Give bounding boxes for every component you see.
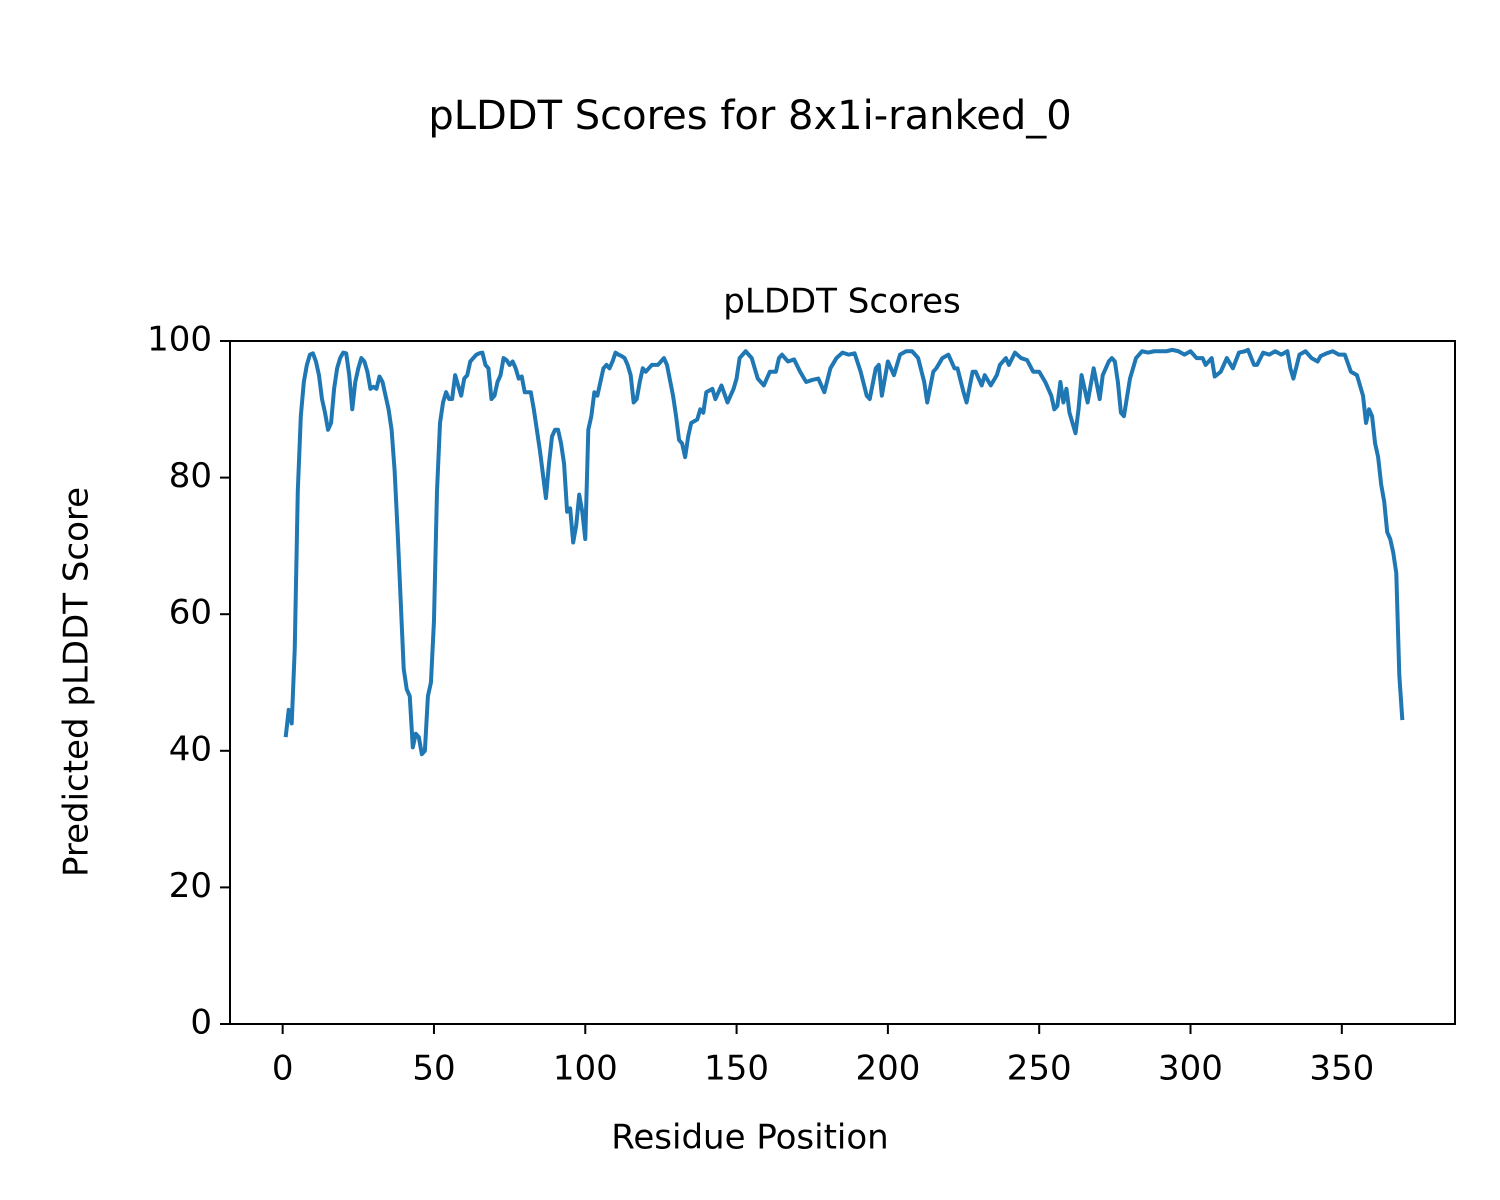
y-tick-label: 60 bbox=[169, 593, 212, 633]
line bbox=[283, 347, 1405, 757]
chart-title: pLDDT Scores for 8x1i-ranked_0 bbox=[428, 93, 1071, 139]
x-tick-label: 200 bbox=[855, 1049, 920, 1089]
y-tick-label: 100 bbox=[147, 320, 212, 360]
x-tick-label: 300 bbox=[1158, 1049, 1223, 1089]
y-axis-label: Predicted pLDDT Score bbox=[57, 487, 97, 877]
plot-frame bbox=[229, 340, 1456, 1025]
y-tick-label: 0 bbox=[190, 1003, 212, 1043]
x-tick-label: 350 bbox=[1309, 1049, 1374, 1089]
x-tick-label: 150 bbox=[704, 1049, 769, 1089]
x-tick-label: 250 bbox=[1007, 1049, 1072, 1089]
chart-subtitle: pLDDT Scores bbox=[723, 282, 960, 322]
x-axis-label: Residue Position bbox=[611, 1118, 888, 1158]
y-tick-label: 80 bbox=[169, 456, 212, 496]
x-tick-label: 100 bbox=[553, 1049, 618, 1089]
x-tick-label: 0 bbox=[272, 1049, 294, 1089]
y-tick-label: 40 bbox=[169, 729, 212, 769]
y-tick-label: 20 bbox=[169, 866, 212, 906]
x-tick-label: 50 bbox=[412, 1049, 455, 1089]
